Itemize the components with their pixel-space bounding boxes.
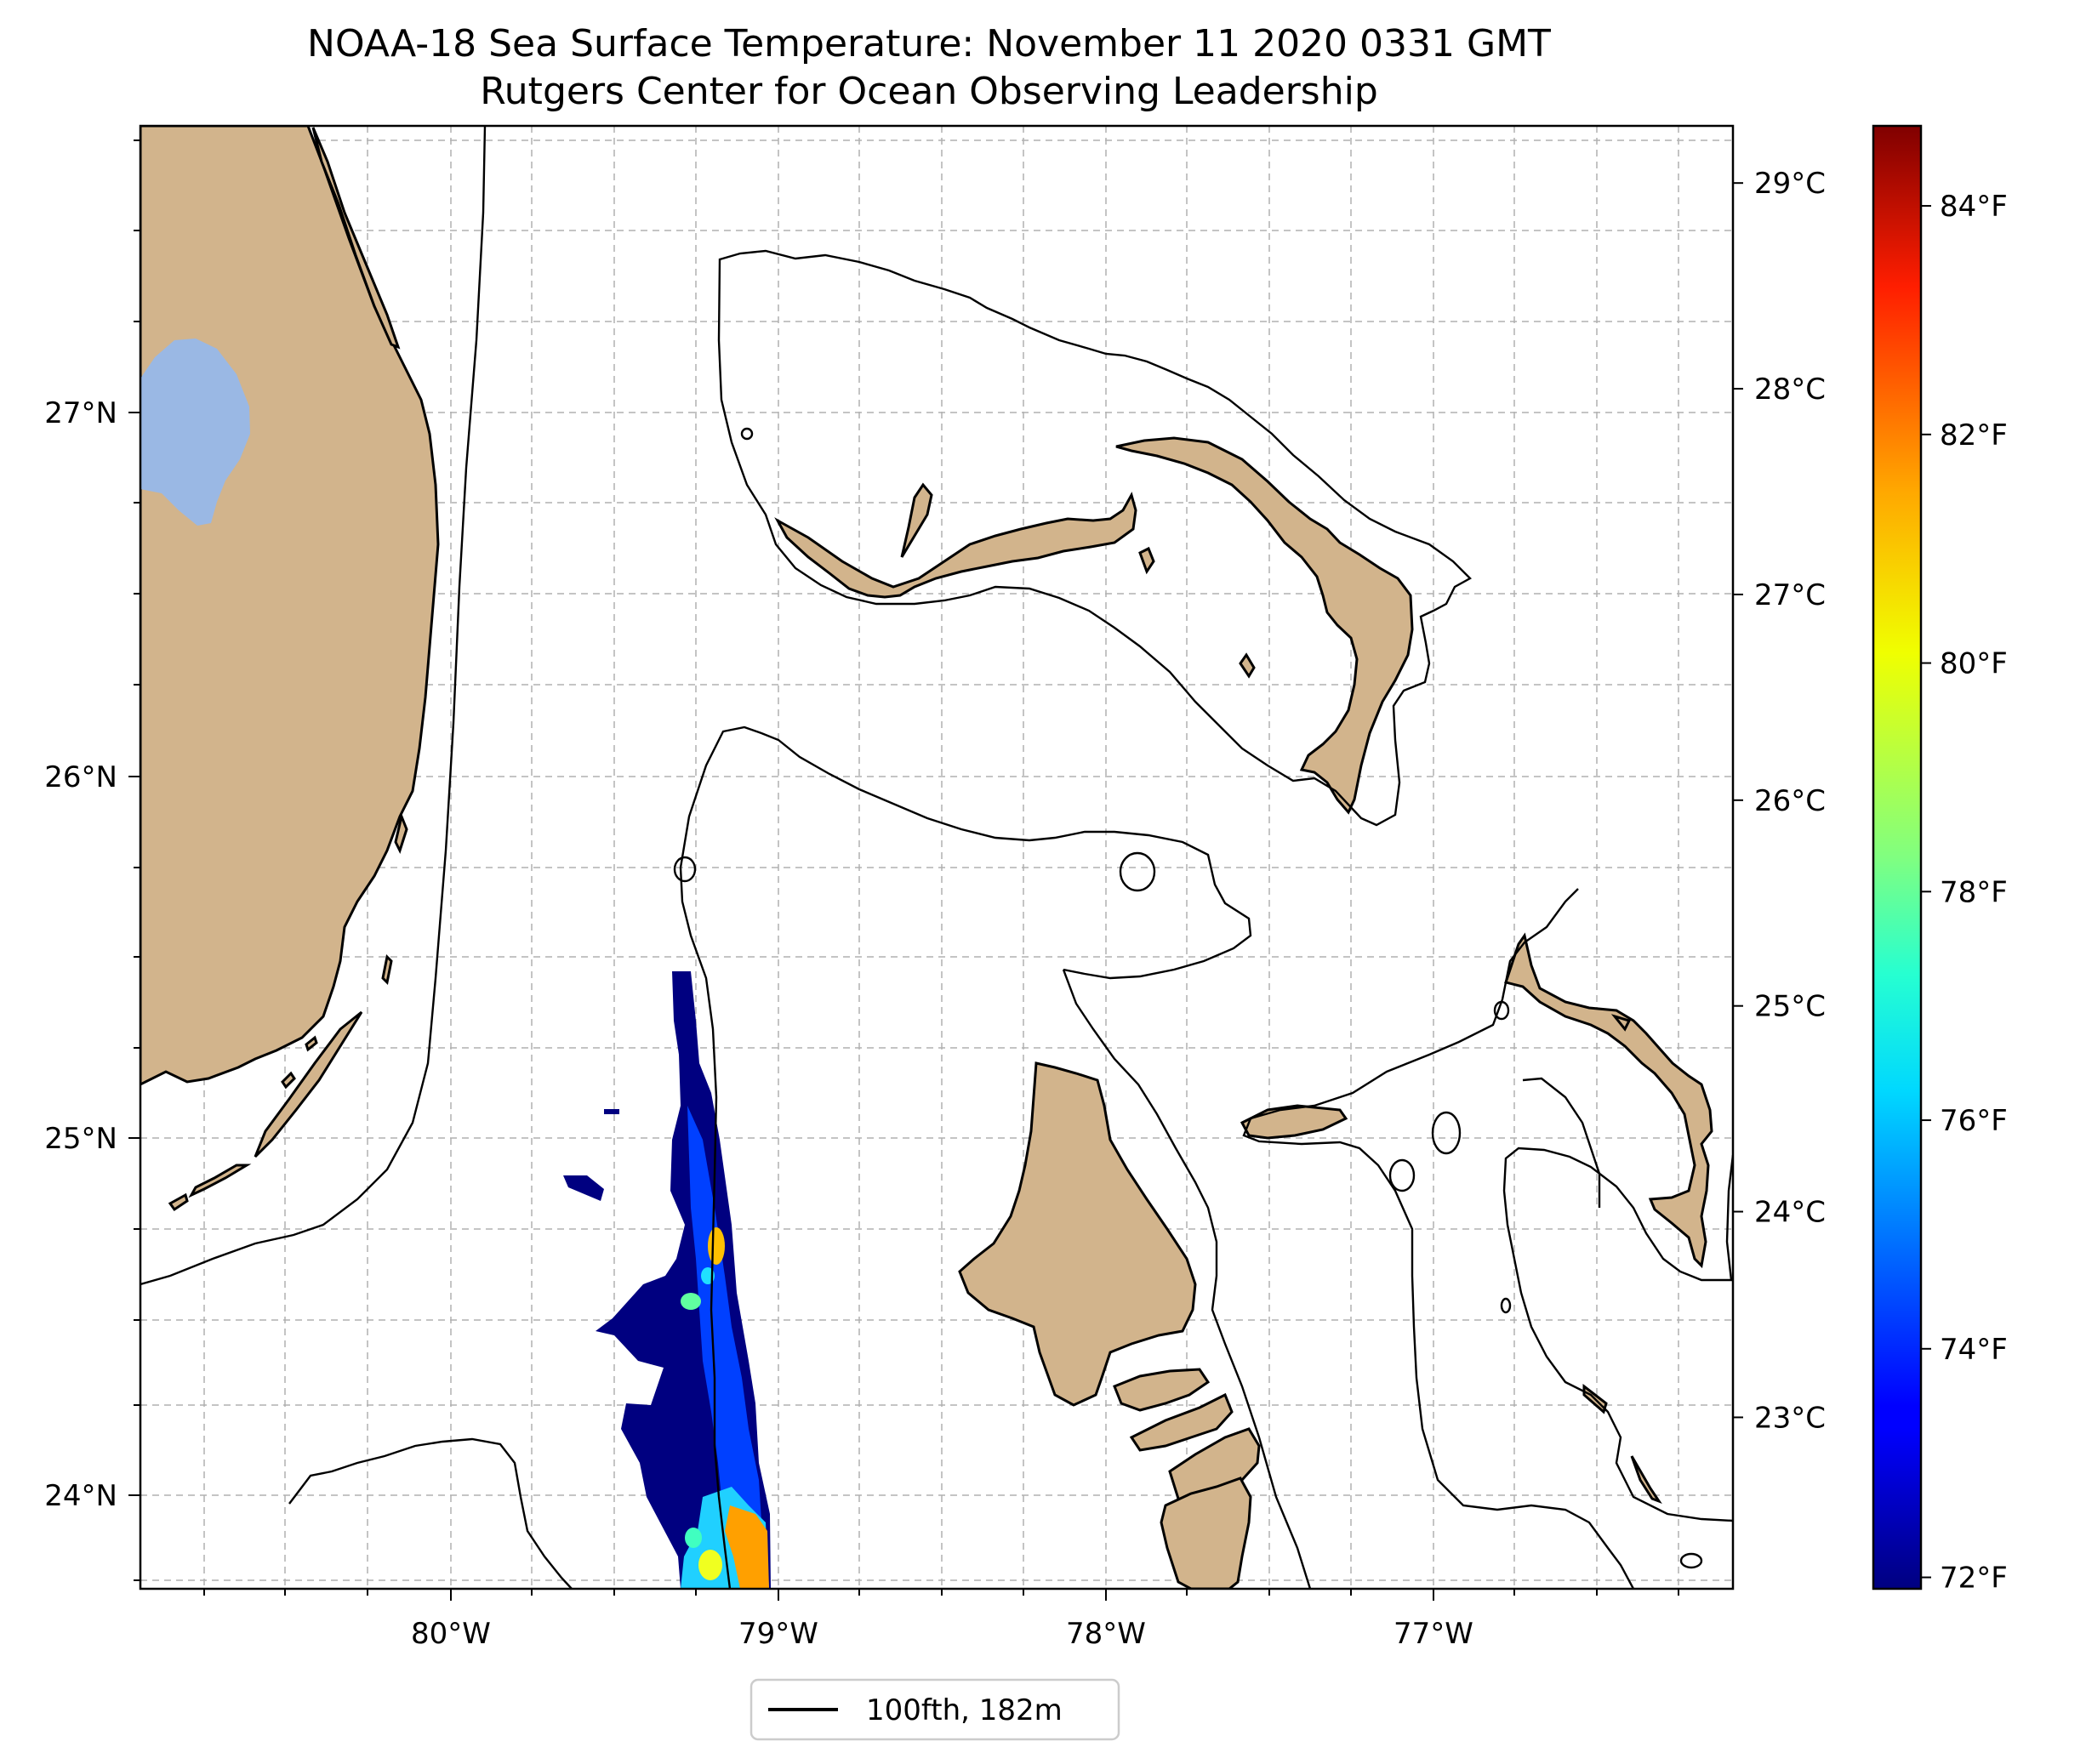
map-area (140, 126, 1733, 1589)
colorbar-c-label: 26°C (1754, 784, 1826, 818)
florida-keys (188, 1164, 252, 1198)
contour-islet (673, 856, 697, 883)
colorbar-c-label: 25°C (1754, 990, 1826, 1024)
sst-swath-speck (604, 1109, 619, 1114)
bahamas-landmasses (774, 436, 1713, 1589)
legend-label: 100fth, 182m (866, 1693, 1063, 1727)
legend-box (749, 1678, 1120, 1741)
contour-islet (1493, 1000, 1510, 1021)
colorbar-c-label: 29°C (1754, 167, 1826, 201)
contour-tongue-of-ocean (1062, 969, 1312, 1589)
andros-south (1113, 1368, 1211, 1412)
contour-florida-shelf (140, 126, 487, 1286)
florida-key-islet (394, 812, 408, 854)
eleuthera-island (1504, 932, 1713, 1269)
map-frame (139, 124, 1735, 1590)
colorbar-f-label: 80°F (1940, 647, 2008, 681)
lon-tick-label: 80°W (411, 1617, 491, 1651)
sst-data-swath (563, 971, 771, 1589)
figure-title: NOAA-18 Sea Surface Temperature: Novembe… (307, 22, 1551, 65)
abaco-islands (1115, 436, 1414, 815)
lat-tick-label: 25°N (44, 1122, 117, 1156)
florida-key-islet (281, 1071, 296, 1090)
colorbar-f-label: 74°F (1940, 1333, 2008, 1367)
florida-barrier-island (311, 127, 401, 350)
contour-islet (1500, 1297, 1512, 1314)
exumas-islet (1630, 1455, 1662, 1505)
contour-northwest-channel (679, 726, 1252, 980)
colorbar-f-label: 78°F (1940, 875, 2008, 909)
colorbar-c-label: 28°C (1754, 373, 1826, 407)
lat-tick-label: 24°N (44, 1479, 117, 1513)
contour-little-bahama-bank (717, 249, 1472, 827)
sst-warm-patch (685, 1528, 702, 1548)
contour-islet (1119, 851, 1156, 892)
andros-south-island (1160, 1477, 1252, 1589)
axis-ticks (128, 139, 1679, 1601)
lat-tick-label: 27°N (44, 396, 117, 430)
colorbar-f-label: 72°F (1940, 1562, 2008, 1596)
contour-islet (740, 427, 754, 441)
sst-warm-patch (698, 1550, 722, 1580)
colorbar-c-label: 27°C (1754, 578, 1826, 612)
contour-islet (1431, 1111, 1462, 1155)
colorbar-gradient (1872, 124, 1923, 1590)
contour-exuma-sound (1502, 1147, 1733, 1522)
colorbar: 23°C 24°C 25°C 26°C 27°C 28°C 29°C 72°F 74°F 76°… (1733, 124, 2008, 1596)
lat-tick-label: 26°N (44, 760, 117, 794)
colorbar-f-label: 82°F (1940, 418, 2008, 452)
cay-islet (1138, 546, 1155, 575)
grand-bahama-tip (900, 482, 933, 558)
andros-south (1129, 1392, 1234, 1452)
sst-swath-orange (725, 1505, 769, 1589)
florida-keys (168, 1192, 189, 1212)
bathymetry-contours-100fth (140, 126, 1733, 1589)
contour-islet (1679, 1552, 1703, 1569)
figure-subtitle: Rutgers Center for Ocean Observing Leade… (480, 70, 1378, 113)
colorbar-c-label: 23°C (1754, 1401, 1826, 1435)
eleuthera-islet (1610, 1014, 1632, 1032)
contour-bimini-edge (679, 867, 732, 1589)
contour-sound-east (1522, 1077, 1601, 1208)
sst-swath-patch (563, 1175, 604, 1201)
sst-swath-blue (687, 1106, 766, 1589)
florida-key-islet (381, 953, 393, 986)
lon-tick-label: 79°W (738, 1617, 818, 1651)
colorbar-f-label: 84°F (1940, 190, 2008, 224)
colorbar-fahrenheit-axis: 72°F 74°F 76°F 78°F 80°F 82°F 84°F (1921, 190, 2008, 1596)
florida-keys (254, 1010, 363, 1158)
colorbar-c-label: 24°C (1754, 1196, 1826, 1230)
contour-islet (1388, 1158, 1416, 1192)
colorbar-celsius-axis: 23°C 24°C 25°C 26°C 27°C 28°C 29°C (1733, 167, 1826, 1435)
cay-islet (1239, 652, 1256, 679)
colorbar-f-label: 76°F (1940, 1104, 2008, 1138)
florida-landmass (140, 126, 440, 1212)
contour-cay-sal-bank (288, 1437, 573, 1589)
lake-okeechobee (140, 339, 250, 526)
lon-tick-label: 78°W (1066, 1617, 1146, 1651)
grand-bahama (774, 492, 1137, 599)
florida-key-islet (305, 1035, 318, 1052)
sst-warm-patch (708, 1227, 725, 1265)
sst-warm-patch (681, 1293, 701, 1310)
legend: 100fth, 182m (749, 1678, 1120, 1741)
lon-tick-label: 77°W (1394, 1617, 1473, 1651)
andros-island (958, 1061, 1197, 1407)
